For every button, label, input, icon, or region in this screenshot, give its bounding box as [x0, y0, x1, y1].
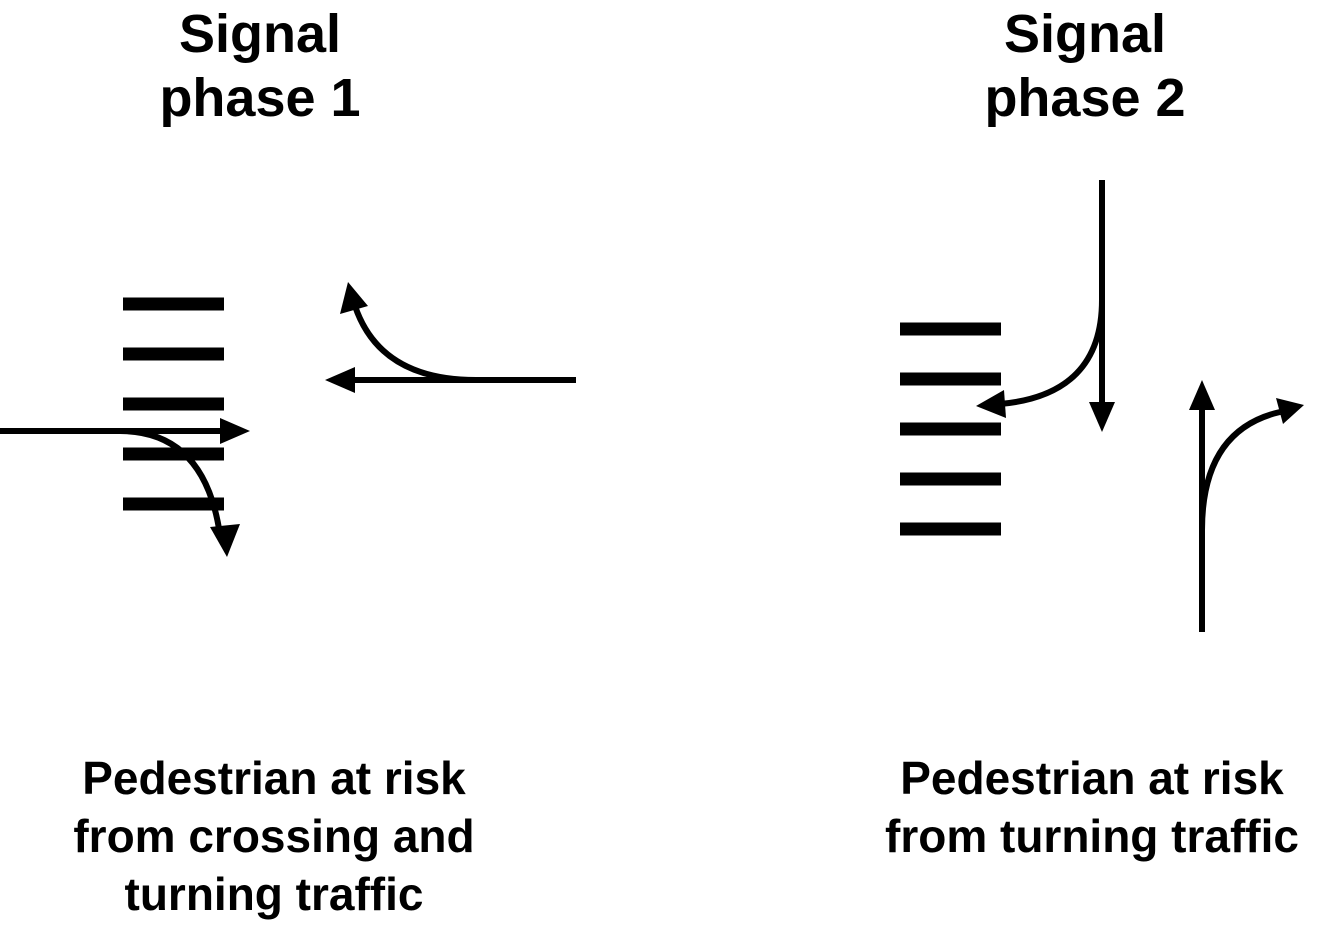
phase-2-caption-line-1: Pedestrian at risk [900, 752, 1284, 804]
phase-1-crosswalk [123, 297, 224, 511]
phase-2-caption: Pedestrian at risk from turning traffic [860, 749, 1324, 865]
phase-1-title: Signal phase 1 [60, 2, 460, 130]
arrowhead-up-icon [1189, 380, 1215, 410]
phase-2-caption-line-2: from turning traffic [885, 810, 1299, 862]
phase-2-title-line-1: Signal [1003, 4, 1167, 64]
phase-1-caption-line-3: turning traffic [124, 868, 424, 920]
arrowhead-down-icon [210, 524, 240, 557]
phase-2-title-line-2: phase 2 [984, 68, 1186, 128]
phase-2-crosswalk [900, 322, 1001, 536]
phase-1-title-line-1: Signal [178, 4, 342, 64]
arrowhead-down-icon [1089, 402, 1115, 432]
phase-2-title: Signal phase 2 [885, 2, 1285, 130]
phase-1-caption: Pedestrian at risk from crossing and tur… [24, 749, 524, 923]
phase-2-diagram [900, 180, 1304, 632]
phase-1-caption-line-2: from crossing and [73, 810, 475, 862]
phase-1-eastbound-through-arrow [0, 418, 250, 444]
arrowhead-left-icon [976, 390, 1006, 418]
phase-2-southbound-right-turn-arrow [976, 299, 1105, 418]
phase-1-caption-line-1: Pedestrian at risk [82, 752, 466, 804]
arrowhead-up-icon [340, 282, 368, 314]
phase-1-eastbound-right-turn-arrow [119, 428, 240, 557]
phase-1-westbound-right-turn-arrow [340, 282, 477, 383]
signal-phase-1-panel: Signal phase 1 Pedestrian at risk from c… [0, 0, 640, 933]
phase-1-diagram [0, 282, 576, 557]
phase-2-northbound-right-turn-arrow [1199, 398, 1304, 531]
arrowhead-right-icon [1276, 398, 1304, 424]
arrowhead-right-icon [220, 418, 250, 444]
signal-phase-2-panel: Signal phase 2 Pedestrian at risk from t… [640, 0, 1325, 933]
phase-1-title-line-2: phase 1 [159, 68, 361, 128]
arrowhead-left-icon [325, 367, 355, 393]
phase-2-southbound-through-arrow [1089, 180, 1115, 432]
